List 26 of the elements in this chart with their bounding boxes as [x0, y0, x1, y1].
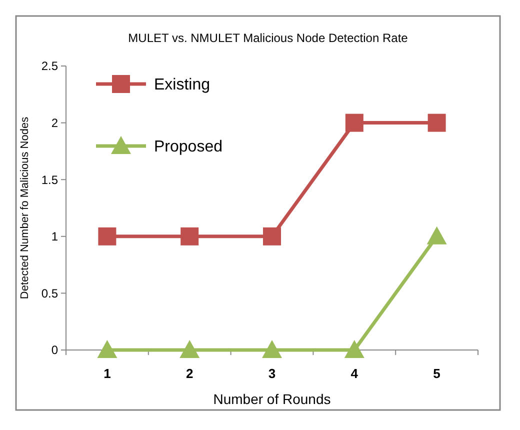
x-axis-title: Number of Rounds [213, 391, 331, 407]
point [180, 340, 200, 358]
point [344, 340, 364, 358]
y-tick-label: 2 [51, 116, 58, 130]
x-tick-label: 4 [350, 366, 359, 381]
point [97, 340, 118, 358]
legend-label: Existing [154, 76, 210, 94]
legend-label: Proposed [154, 138, 222, 156]
x-tick-label: 1 [104, 366, 111, 381]
x-tick-label: 5 [433, 366, 440, 381]
point [180, 227, 199, 246]
point [428, 114, 446, 132]
point [426, 226, 447, 244]
point [345, 114, 364, 132]
y-tick-label: 0.5 [41, 286, 58, 300]
y-tick-label: 1 [51, 230, 58, 244]
y-tick-label: 0 [51, 343, 58, 358]
y-axis-title: Detected Number fo Malicious Nodes [19, 116, 31, 300]
x-tick-label: 2 [186, 366, 194, 381]
point [262, 340, 282, 358]
y-tick-label: 2.5 [41, 59, 58, 74]
y-tick-label: 1.5 [41, 172, 58, 187]
point [98, 227, 116, 246]
chart-title: MULET vs. NMULET Malicious Node Detection Rate [128, 31, 408, 45]
x-tick-label: 3 [268, 366, 276, 381]
point [263, 227, 281, 246]
